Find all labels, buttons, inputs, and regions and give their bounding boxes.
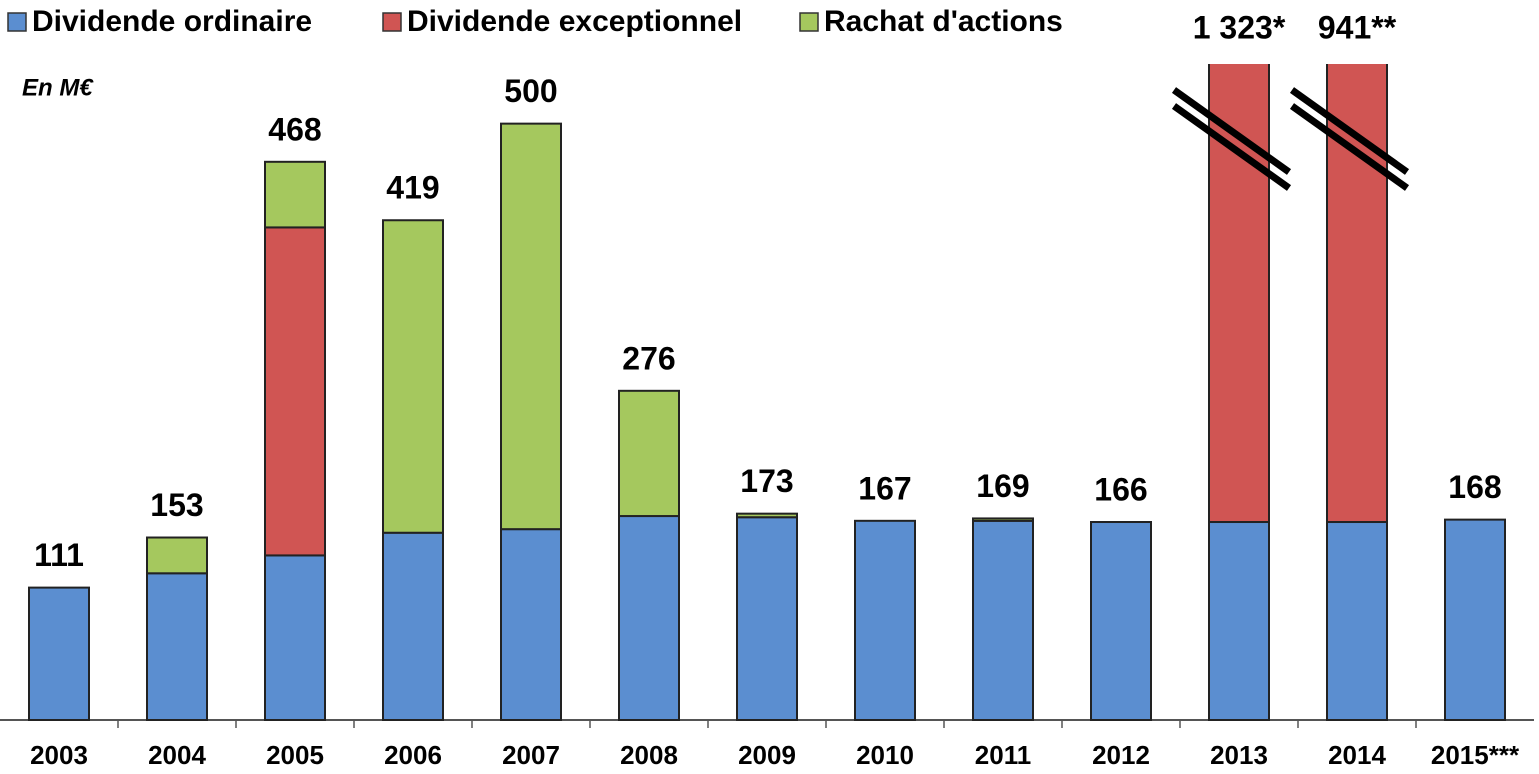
bar-segment (382, 531, 444, 721)
x-tick-label: 2004 (148, 740, 206, 770)
x-tick-label: 2010 (856, 740, 914, 770)
bars (28, 64, 1506, 722)
bar-segment (854, 519, 916, 722)
bar-segment (1444, 518, 1506, 722)
bar-segment (1326, 521, 1388, 721)
total-label: 167 (858, 470, 911, 506)
total-label: 500 (504, 73, 557, 109)
total-label: 173 (740, 463, 793, 499)
x-tick-label: 2012 (1092, 740, 1150, 770)
legend-label: Rachat d'actions (824, 5, 1063, 38)
x-tick-label: 2005 (266, 740, 324, 770)
bar-segment (1326, 64, 1388, 524)
total-label: 166 (1094, 471, 1147, 507)
bar-segment (264, 554, 326, 721)
bar-segment (1208, 521, 1270, 721)
legend-swatch (799, 12, 819, 32)
total-label: 276 (622, 340, 675, 376)
bar-segment (618, 389, 680, 518)
bar-segment (28, 586, 90, 722)
bar-segment (618, 515, 680, 721)
total-label: 169 (976, 468, 1029, 504)
total-label: 1 323* (1193, 9, 1286, 45)
axis-break (1289, 87, 1410, 175)
bar-segment (500, 528, 562, 721)
x-tick-label: 2008 (620, 740, 678, 770)
bar-segment (146, 572, 208, 722)
total-label: 419 (386, 170, 439, 206)
x-tick-label: 2015*** (1431, 740, 1520, 770)
bar-segment (264, 226, 326, 557)
bar-segment (500, 122, 562, 531)
legend-label: Dividende exceptionnel (407, 5, 742, 38)
bar-segment (736, 512, 798, 519)
total-label: 168 (1448, 469, 1501, 505)
axis-break (1171, 103, 1292, 191)
total-label: 153 (150, 487, 203, 523)
x-tick-label: 2007 (502, 740, 560, 770)
bar-segment (972, 517, 1034, 522)
total-label: 111 (34, 537, 84, 573)
total-label: 468 (268, 111, 321, 147)
x-tick-label: 2011 (975, 740, 1031, 770)
legend-label: Dividende ordinaire (32, 5, 312, 38)
legend-swatch (7, 12, 27, 32)
axis-break (1171, 87, 1292, 175)
x-tick-label: 2013 (1210, 740, 1268, 770)
x-tick-label: 2009 (738, 740, 796, 770)
bar-segment (736, 516, 798, 722)
bar-segment (264, 160, 326, 229)
axis-break (1289, 103, 1410, 191)
bar-segment (382, 219, 444, 534)
legend-swatch (382, 12, 402, 32)
bar-segment (972, 519, 1034, 722)
x-tick-label: 2014 (1328, 740, 1386, 770)
total-label: 941** (1318, 9, 1397, 45)
unit-annotation: En M€ (22, 74, 94, 101)
x-tick-label: 2006 (384, 740, 442, 770)
x-tick-label: 2003 (30, 740, 88, 770)
bar-segment (146, 536, 208, 575)
bar-segment (1208, 64, 1270, 524)
bar-segment (1090, 521, 1152, 721)
